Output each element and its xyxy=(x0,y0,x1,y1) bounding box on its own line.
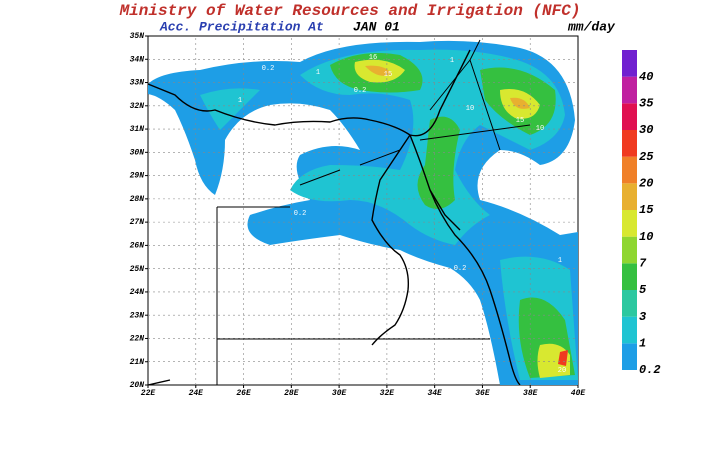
lat-label: 24N xyxy=(130,288,145,297)
legend-label: 40 xyxy=(639,70,653,84)
legend-swatch xyxy=(622,50,637,77)
lat-label: 29N xyxy=(130,172,145,181)
lat-label: 31N xyxy=(130,125,145,134)
subtitle: Acc. Precipitation At xyxy=(159,19,324,34)
lat-label: 33N xyxy=(130,79,145,88)
lon-label: 32E xyxy=(380,389,395,398)
legend-label: 35 xyxy=(639,97,654,111)
legend-swatch xyxy=(622,343,637,370)
lon-label: 24E xyxy=(189,389,204,398)
legend-swatch xyxy=(622,210,637,237)
legend-label: 20 xyxy=(639,177,653,191)
contour-label: 16 xyxy=(369,54,377,62)
legend-swatch xyxy=(622,103,637,130)
contour-label: 15 xyxy=(516,117,524,125)
rain-area xyxy=(365,65,530,109)
date: JAN 01 xyxy=(353,19,400,34)
lat-label: 34N xyxy=(130,55,145,64)
units: mm/day xyxy=(567,19,616,34)
legend-swatch xyxy=(622,290,637,317)
legend-swatch xyxy=(622,316,637,344)
contour-label: 1 xyxy=(348,242,352,250)
lat-label: 23N xyxy=(130,311,145,320)
lon-label: 26E xyxy=(236,389,251,398)
lat-label: 35N xyxy=(130,32,145,41)
contour-label: 15 xyxy=(384,71,392,79)
legend-swatch xyxy=(622,236,637,264)
legend-label: 3 xyxy=(639,310,646,324)
lon-label: 38E xyxy=(523,389,538,398)
legend-swatch xyxy=(622,263,637,290)
rain-area xyxy=(354,59,570,378)
lat-label: 28N xyxy=(130,195,145,204)
contour-label: 20 xyxy=(558,367,566,375)
lon-label: 34E xyxy=(427,389,442,398)
legend-label: 10 xyxy=(639,230,653,244)
legend-label: 7 xyxy=(639,257,647,271)
contour-label: 0.2 xyxy=(454,265,467,273)
lon-label: 36E xyxy=(475,389,490,398)
legend-swatch xyxy=(622,76,637,104)
contour-label: 1 xyxy=(558,257,562,265)
lat-label: 26N xyxy=(130,242,145,251)
legend-swatch xyxy=(622,130,637,157)
contour-label: 10 xyxy=(466,105,474,113)
lat-label: 30N xyxy=(130,148,145,157)
rain-area xyxy=(558,350,568,366)
lon-label: 28E xyxy=(284,389,299,398)
legend-label: 25 xyxy=(639,150,654,164)
contour-label: 10 xyxy=(536,125,544,133)
lat-label: 20N xyxy=(130,381,145,390)
legend-label: 0.2 xyxy=(639,363,661,377)
legend-label: 1 xyxy=(639,337,646,351)
contour-label: 0.2 xyxy=(354,87,367,95)
lat-label: 27N xyxy=(130,218,145,227)
contour-label: 1 xyxy=(238,97,242,105)
lat-label: 32N xyxy=(130,102,145,111)
legend-label: 15 xyxy=(639,203,654,217)
lon-label: 40E xyxy=(571,389,586,398)
legend-label: 5 xyxy=(639,283,647,297)
lat-label: 22N xyxy=(130,335,145,344)
legend-swatch xyxy=(622,183,637,210)
contour-label: 1 xyxy=(450,57,454,65)
lat-label: 21N xyxy=(130,358,145,367)
legend-swatch xyxy=(622,156,637,184)
contour-label: 0.2 xyxy=(262,65,275,73)
contour-label: 0.2 xyxy=(224,212,237,220)
contour-label: 0.2 xyxy=(294,210,307,218)
lon-label: 30E xyxy=(332,389,347,398)
legend-label: 30 xyxy=(639,123,653,137)
map xyxy=(147,35,579,386)
contour-label: 1 xyxy=(316,69,320,77)
lat-label: 25N xyxy=(130,265,145,274)
lon-label: 22E xyxy=(141,389,156,398)
title: Ministry of Water Resources and Irrigati… xyxy=(119,2,581,20)
